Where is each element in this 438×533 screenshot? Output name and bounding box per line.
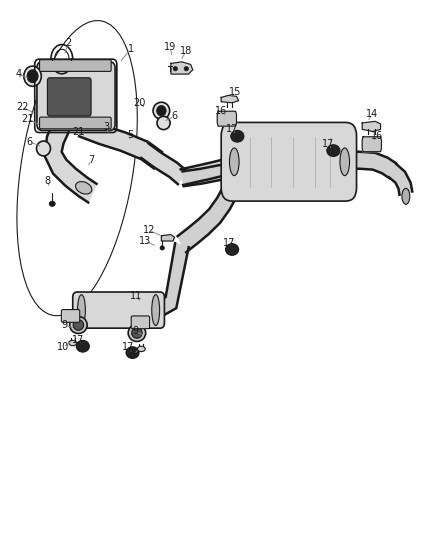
Polygon shape bbox=[362, 122, 381, 132]
Text: 4: 4 bbox=[15, 69, 21, 79]
Text: 21: 21 bbox=[21, 114, 34, 124]
Text: 17: 17 bbox=[226, 124, 238, 134]
Text: 6: 6 bbox=[171, 111, 177, 121]
Ellipse shape bbox=[173, 67, 177, 71]
Polygon shape bbox=[344, 152, 396, 178]
Polygon shape bbox=[158, 244, 189, 316]
Ellipse shape bbox=[226, 244, 239, 255]
FancyBboxPatch shape bbox=[39, 60, 111, 71]
Polygon shape bbox=[161, 235, 174, 241]
Ellipse shape bbox=[231, 131, 244, 142]
FancyBboxPatch shape bbox=[221, 123, 357, 201]
Text: 16: 16 bbox=[371, 131, 383, 141]
Ellipse shape bbox=[230, 148, 239, 175]
Ellipse shape bbox=[24, 66, 41, 86]
Polygon shape bbox=[45, 122, 96, 203]
Polygon shape bbox=[79, 118, 162, 168]
FancyBboxPatch shape bbox=[37, 62, 115, 131]
Ellipse shape bbox=[70, 317, 87, 334]
Text: 10: 10 bbox=[57, 342, 69, 352]
Text: 18: 18 bbox=[180, 46, 192, 55]
Text: 22: 22 bbox=[16, 102, 29, 112]
Ellipse shape bbox=[27, 70, 38, 83]
Ellipse shape bbox=[184, 67, 188, 71]
Text: 13: 13 bbox=[139, 236, 151, 246]
FancyBboxPatch shape bbox=[73, 292, 164, 328]
Text: 12: 12 bbox=[143, 225, 155, 236]
Ellipse shape bbox=[340, 148, 350, 175]
Text: 2: 2 bbox=[65, 38, 71, 48]
Text: 3: 3 bbox=[103, 122, 110, 132]
Ellipse shape bbox=[138, 346, 145, 352]
FancyBboxPatch shape bbox=[47, 78, 91, 116]
Text: 17: 17 bbox=[123, 342, 135, 352]
Polygon shape bbox=[178, 182, 239, 252]
FancyBboxPatch shape bbox=[131, 316, 150, 329]
Ellipse shape bbox=[156, 106, 166, 116]
Text: 20: 20 bbox=[133, 98, 146, 108]
Polygon shape bbox=[171, 62, 193, 74]
Ellipse shape bbox=[153, 102, 170, 119]
Text: 17: 17 bbox=[72, 335, 85, 345]
Ellipse shape bbox=[126, 347, 139, 359]
Text: 8: 8 bbox=[44, 176, 50, 187]
Ellipse shape bbox=[327, 145, 340, 157]
Ellipse shape bbox=[157, 116, 170, 130]
Polygon shape bbox=[362, 137, 381, 152]
FancyBboxPatch shape bbox=[61, 310, 80, 322]
Ellipse shape bbox=[128, 325, 146, 342]
Text: 9: 9 bbox=[62, 320, 68, 330]
Ellipse shape bbox=[49, 201, 55, 206]
Polygon shape bbox=[181, 155, 246, 185]
Text: 19: 19 bbox=[164, 43, 176, 52]
Polygon shape bbox=[221, 95, 239, 103]
Ellipse shape bbox=[132, 328, 142, 338]
Ellipse shape bbox=[402, 188, 410, 204]
Ellipse shape bbox=[152, 295, 159, 326]
Text: 1: 1 bbox=[128, 44, 134, 53]
Polygon shape bbox=[389, 164, 412, 195]
Text: 5: 5 bbox=[128, 130, 134, 140]
Text: 11: 11 bbox=[130, 290, 142, 301]
Text: 14: 14 bbox=[366, 109, 378, 119]
Polygon shape bbox=[77, 304, 108, 324]
Text: 15: 15 bbox=[230, 87, 242, 97]
Polygon shape bbox=[233, 128, 244, 154]
Ellipse shape bbox=[76, 341, 89, 352]
Polygon shape bbox=[217, 111, 237, 126]
Polygon shape bbox=[141, 143, 186, 184]
Text: 17: 17 bbox=[223, 238, 236, 247]
Ellipse shape bbox=[69, 341, 77, 346]
Ellipse shape bbox=[73, 320, 84, 330]
Text: 21: 21 bbox=[72, 127, 85, 137]
Ellipse shape bbox=[75, 182, 92, 194]
Ellipse shape bbox=[36, 141, 50, 156]
Text: 7: 7 bbox=[88, 155, 95, 165]
Text: 6: 6 bbox=[26, 136, 32, 147]
Ellipse shape bbox=[160, 246, 164, 250]
Text: 16: 16 bbox=[215, 106, 227, 116]
Text: 17: 17 bbox=[322, 139, 334, 149]
Text: 9: 9 bbox=[132, 326, 138, 336]
Text: 10: 10 bbox=[128, 349, 140, 359]
Ellipse shape bbox=[78, 295, 85, 326]
Polygon shape bbox=[183, 161, 236, 186]
FancyBboxPatch shape bbox=[39, 117, 111, 129]
